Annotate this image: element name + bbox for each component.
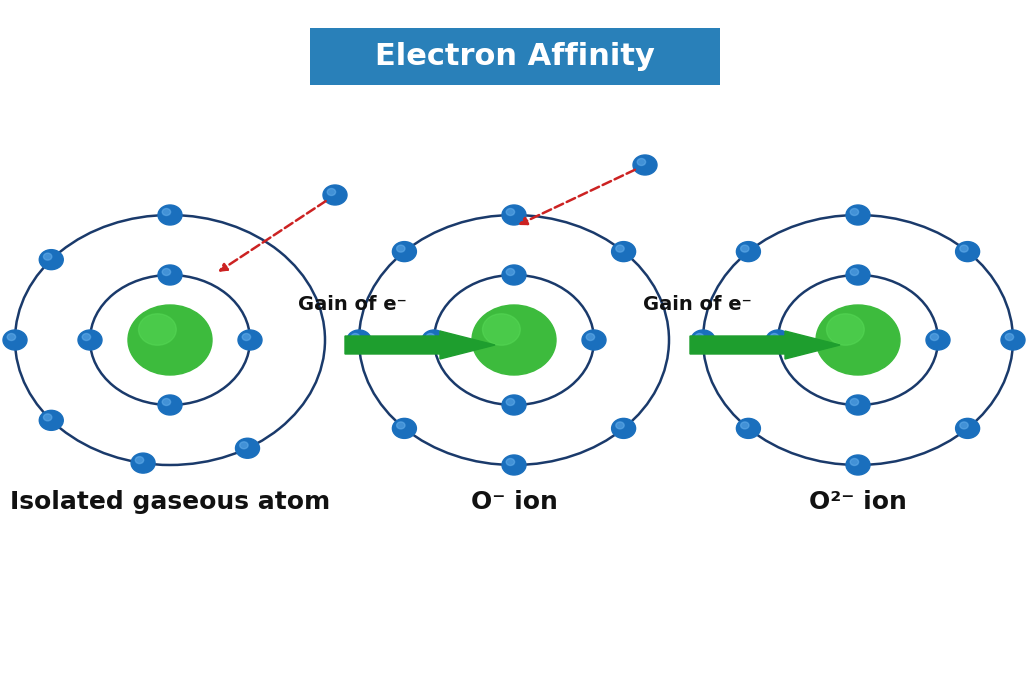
Ellipse shape [611,419,636,438]
Ellipse shape [43,253,51,260]
Ellipse shape [691,330,715,350]
Ellipse shape [502,395,526,415]
Ellipse shape [163,209,171,216]
Ellipse shape [850,269,858,276]
Ellipse shape [506,458,514,466]
Ellipse shape [131,453,155,473]
Text: Gain of e⁻: Gain of e⁻ [297,295,406,314]
Ellipse shape [611,241,636,262]
Ellipse shape [135,456,144,463]
Ellipse shape [3,330,27,350]
Ellipse shape [39,250,63,270]
Ellipse shape [351,333,359,340]
Ellipse shape [506,269,514,276]
Ellipse shape [163,398,171,405]
FancyArrow shape [690,331,840,359]
Ellipse shape [741,422,749,429]
Ellipse shape [502,205,526,225]
Text: Electron Affinity: Electron Affinity [375,42,654,71]
Ellipse shape [930,333,938,340]
Ellipse shape [483,314,521,345]
Ellipse shape [1005,333,1014,340]
Ellipse shape [587,333,595,340]
Ellipse shape [696,333,704,340]
Ellipse shape [158,395,182,415]
Ellipse shape [396,422,405,429]
Ellipse shape [846,455,870,475]
Ellipse shape [158,265,182,285]
Ellipse shape [850,458,858,466]
Ellipse shape [615,245,625,252]
Ellipse shape [82,333,91,340]
Ellipse shape [1001,330,1025,350]
Ellipse shape [78,330,102,350]
Ellipse shape [846,265,870,285]
Ellipse shape [323,185,347,205]
Ellipse shape [846,205,870,225]
Ellipse shape [956,419,980,438]
Ellipse shape [506,209,514,216]
Ellipse shape [128,305,212,375]
FancyArrow shape [345,331,495,359]
Ellipse shape [816,305,900,375]
Ellipse shape [396,245,405,252]
Ellipse shape [502,265,526,285]
Ellipse shape [826,314,864,345]
Ellipse shape [240,442,248,449]
Ellipse shape [850,209,858,216]
Ellipse shape [926,330,950,350]
Ellipse shape [737,241,760,262]
Ellipse shape [242,333,251,340]
Text: Gain of e⁻: Gain of e⁻ [643,295,751,314]
Ellipse shape [956,241,980,262]
Ellipse shape [236,438,259,458]
Ellipse shape [139,314,176,345]
Ellipse shape [960,245,968,252]
Ellipse shape [506,398,514,405]
Ellipse shape [158,205,182,225]
Ellipse shape [43,414,51,421]
Ellipse shape [615,422,625,429]
Ellipse shape [426,333,434,340]
Ellipse shape [163,269,171,276]
Ellipse shape [327,188,335,195]
Ellipse shape [582,330,606,350]
Ellipse shape [960,422,968,429]
Ellipse shape [472,305,556,375]
Ellipse shape [633,155,657,175]
Ellipse shape [422,330,446,350]
Text: Isolated gaseous atom: Isolated gaseous atom [10,490,330,514]
Ellipse shape [770,333,779,340]
Text: O⁻ ion: O⁻ ion [470,490,558,514]
Ellipse shape [846,395,870,415]
Ellipse shape [7,333,15,340]
Ellipse shape [737,419,760,438]
Ellipse shape [347,330,371,350]
Ellipse shape [741,245,749,252]
Ellipse shape [637,158,645,165]
Text: O²⁻ ion: O²⁻ ion [809,490,907,514]
Ellipse shape [392,241,417,262]
Ellipse shape [392,419,417,438]
Ellipse shape [39,410,63,430]
Ellipse shape [502,455,526,475]
Ellipse shape [238,330,262,350]
Ellipse shape [766,330,790,350]
Ellipse shape [850,398,858,405]
FancyBboxPatch shape [310,28,720,85]
